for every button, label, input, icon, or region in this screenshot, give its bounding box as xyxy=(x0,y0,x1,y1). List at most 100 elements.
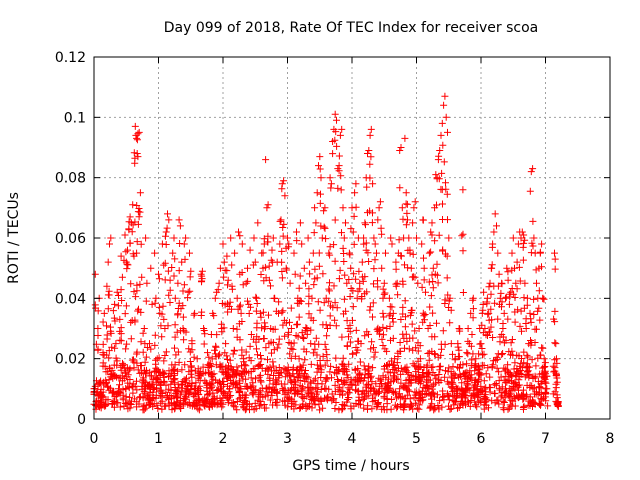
data-point xyxy=(458,232,466,240)
data-point xyxy=(499,320,507,327)
data-point xyxy=(107,327,115,335)
data-point xyxy=(366,303,374,311)
data-point xyxy=(487,305,495,313)
data-point xyxy=(182,393,190,401)
data-point xyxy=(495,377,503,385)
data-point xyxy=(129,201,137,209)
data-point xyxy=(301,356,309,364)
data-point xyxy=(551,356,559,364)
data-point xyxy=(99,318,107,326)
data-point xyxy=(130,149,138,157)
data-point xyxy=(323,357,331,365)
data-point xyxy=(297,297,305,305)
data-point xyxy=(520,304,528,312)
data-point xyxy=(218,328,226,336)
data-point xyxy=(333,304,341,312)
data-point xyxy=(448,383,456,391)
data-point xyxy=(326,174,334,182)
data-point xyxy=(413,234,420,242)
data-point xyxy=(208,355,216,363)
data-point xyxy=(435,152,443,160)
data-point xyxy=(551,249,558,257)
data-point xyxy=(216,264,224,272)
data-point xyxy=(455,404,463,411)
data-point xyxy=(188,380,196,388)
data-point xyxy=(524,353,532,361)
data-point xyxy=(489,334,497,341)
data-point xyxy=(215,352,222,360)
data-point xyxy=(99,359,107,367)
data-point xyxy=(211,346,218,354)
data-point xyxy=(311,397,318,404)
data-point xyxy=(475,391,483,399)
data-point xyxy=(470,384,478,392)
data-point xyxy=(319,404,327,412)
data-point xyxy=(429,369,437,376)
x-tick-label: 7 xyxy=(541,431,550,447)
data-point xyxy=(364,373,372,381)
data-point xyxy=(438,403,446,411)
data-point xyxy=(280,365,288,373)
data-point xyxy=(236,336,244,344)
data-point xyxy=(181,255,189,263)
data-point xyxy=(335,406,343,414)
data-point xyxy=(377,376,385,384)
data-point xyxy=(253,345,260,353)
data-point xyxy=(193,355,201,363)
data-point xyxy=(257,378,265,386)
data-point xyxy=(369,209,376,217)
data-point xyxy=(415,388,423,396)
data-point xyxy=(254,351,261,359)
data-point xyxy=(175,216,183,224)
x-tick-labels: 0 1 2 3 4 5 6 7 8 xyxy=(90,431,615,447)
data-point xyxy=(342,378,350,386)
data-point xyxy=(409,219,417,227)
data-point xyxy=(339,244,347,252)
data-point xyxy=(100,309,108,317)
data-point xyxy=(134,153,142,161)
data-point xyxy=(220,273,228,281)
data-point xyxy=(285,328,293,336)
data-point xyxy=(321,340,329,348)
data-point xyxy=(184,381,192,389)
data-point xyxy=(130,288,138,296)
data-point xyxy=(472,355,480,363)
data-point xyxy=(522,325,530,332)
data-point xyxy=(216,363,224,371)
data-point xyxy=(425,249,433,257)
data-point xyxy=(403,200,411,208)
data-point xyxy=(124,379,132,387)
data-point xyxy=(387,234,395,242)
data-point xyxy=(382,249,389,257)
data-point xyxy=(337,387,345,395)
data-point xyxy=(223,267,231,275)
data-point xyxy=(426,404,434,412)
data-point xyxy=(143,279,151,287)
data-point xyxy=(513,258,521,266)
data-point xyxy=(196,382,204,390)
data-point xyxy=(302,324,310,332)
data-point xyxy=(235,228,242,236)
data-point xyxy=(122,393,130,401)
data-point xyxy=(552,340,560,348)
data-point xyxy=(212,342,220,350)
data-point xyxy=(242,279,250,287)
data-point xyxy=(520,231,528,239)
data-point xyxy=(500,406,508,414)
data-point xyxy=(466,402,474,410)
data-point xyxy=(334,377,342,385)
data-point xyxy=(210,370,218,378)
data-point xyxy=(523,393,531,401)
data-point xyxy=(384,382,392,389)
data-point xyxy=(229,366,237,374)
data-point xyxy=(306,400,314,408)
data-point xyxy=(437,131,445,139)
data-point xyxy=(287,325,295,332)
data-point xyxy=(153,355,161,363)
data-point xyxy=(437,376,445,384)
data-point xyxy=(502,336,510,344)
data-point xyxy=(312,334,320,342)
data-point xyxy=(152,364,160,372)
data-point xyxy=(257,361,265,368)
data-point xyxy=(263,204,271,212)
